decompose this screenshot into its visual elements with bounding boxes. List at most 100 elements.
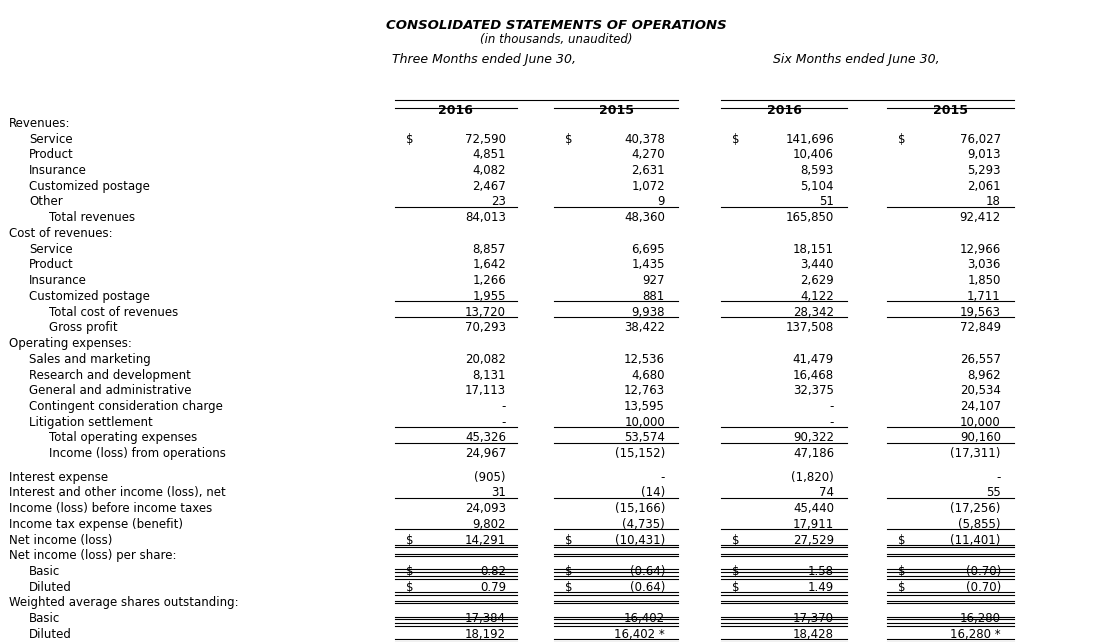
Text: $: $ <box>732 580 739 594</box>
Text: 0.79: 0.79 <box>480 580 506 594</box>
Text: 13,595: 13,595 <box>624 400 665 413</box>
Text: 9: 9 <box>657 195 665 209</box>
Text: Total operating expenses: Total operating expenses <box>49 431 197 444</box>
Text: 881: 881 <box>643 290 665 303</box>
Text: 12,763: 12,763 <box>624 384 665 397</box>
Text: Six Months ended June 30,: Six Months ended June 30, <box>773 53 940 65</box>
Text: 2016: 2016 <box>438 104 474 117</box>
Text: (0.64): (0.64) <box>629 580 665 594</box>
Text: 26,557: 26,557 <box>960 352 1001 366</box>
Text: Basic: Basic <box>29 565 60 578</box>
Text: 141,696: 141,696 <box>785 133 834 146</box>
Text: 28,342: 28,342 <box>793 306 834 318</box>
Text: (905): (905) <box>475 471 506 483</box>
Text: $: $ <box>732 565 739 578</box>
Text: Income tax expense (benefit): Income tax expense (benefit) <box>9 517 182 531</box>
Text: $: $ <box>732 534 739 546</box>
Text: 40,378: 40,378 <box>624 133 665 146</box>
Text: Revenues:: Revenues: <box>9 117 70 130</box>
Text: 8,593: 8,593 <box>801 164 834 177</box>
Text: 17,911: 17,911 <box>793 517 834 531</box>
Text: Customized postage: Customized postage <box>29 290 150 303</box>
Text: 17,370: 17,370 <box>793 612 834 625</box>
Text: (17,311): (17,311) <box>951 447 1001 460</box>
Text: 72,590: 72,590 <box>465 133 506 146</box>
Text: 32,375: 32,375 <box>793 384 834 397</box>
Text: $: $ <box>565 580 573 594</box>
Text: 53,574: 53,574 <box>624 431 665 444</box>
Text: 6,695: 6,695 <box>632 243 665 256</box>
Text: 45,440: 45,440 <box>793 502 834 515</box>
Text: 2,629: 2,629 <box>801 274 834 287</box>
Text: 18,151: 18,151 <box>793 243 834 256</box>
Text: 13,720: 13,720 <box>465 306 506 318</box>
Text: Basic: Basic <box>29 612 60 625</box>
Text: 9,802: 9,802 <box>473 517 506 531</box>
Text: Litigation settlement: Litigation settlement <box>29 415 152 429</box>
Text: 8,857: 8,857 <box>473 243 506 256</box>
Text: 41,479: 41,479 <box>793 352 834 366</box>
Text: 1,266: 1,266 <box>473 274 506 287</box>
Text: $: $ <box>565 534 573 546</box>
Text: 17,384: 17,384 <box>465 612 506 625</box>
Text: 3,440: 3,440 <box>801 258 834 272</box>
Text: (0.64): (0.64) <box>629 565 665 578</box>
Text: Insurance: Insurance <box>29 164 87 177</box>
Text: 0.82: 0.82 <box>480 565 506 578</box>
Text: 72,849: 72,849 <box>960 321 1001 334</box>
Text: $: $ <box>406 580 414 594</box>
Text: -: - <box>996 471 1001 483</box>
Text: $: $ <box>406 534 414 546</box>
Text: General and administrative: General and administrative <box>29 384 191 397</box>
Text: 137,508: 137,508 <box>786 321 834 334</box>
Text: $: $ <box>565 565 573 578</box>
Text: (0.70): (0.70) <box>965 565 1001 578</box>
Text: 90,160: 90,160 <box>960 431 1001 444</box>
Text: Total cost of revenues: Total cost of revenues <box>49 306 178 318</box>
Text: Contingent consideration charge: Contingent consideration charge <box>29 400 222 413</box>
Text: 90,322: 90,322 <box>793 431 834 444</box>
Text: Insurance: Insurance <box>29 274 87 287</box>
Text: (17,256): (17,256) <box>951 502 1001 515</box>
Text: 16,402 *: 16,402 * <box>614 628 665 641</box>
Text: 48,360: 48,360 <box>624 211 665 224</box>
Text: 3,036: 3,036 <box>967 258 1001 272</box>
Text: 8,962: 8,962 <box>967 369 1001 381</box>
Text: Diluted: Diluted <box>29 628 72 641</box>
Text: $: $ <box>898 565 906 578</box>
Text: 1.58: 1.58 <box>808 565 834 578</box>
Text: 1,955: 1,955 <box>473 290 506 303</box>
Text: Income (loss) from operations: Income (loss) from operations <box>49 447 226 460</box>
Text: 12,536: 12,536 <box>624 352 665 366</box>
Text: $: $ <box>898 580 906 594</box>
Text: (15,166): (15,166) <box>615 502 665 515</box>
Text: 84,013: 84,013 <box>465 211 506 224</box>
Text: Product: Product <box>29 258 73 272</box>
Text: (0.70): (0.70) <box>965 580 1001 594</box>
Text: 5,104: 5,104 <box>801 180 834 193</box>
Text: Diluted: Diluted <box>29 580 72 594</box>
Text: 20,082: 20,082 <box>465 352 506 366</box>
Text: Operating expenses:: Operating expenses: <box>9 337 131 350</box>
Text: -: - <box>830 415 834 429</box>
Text: 17,113: 17,113 <box>465 384 506 397</box>
Text: 927: 927 <box>643 274 665 287</box>
Text: Service: Service <box>29 243 72 256</box>
Text: (1,820): (1,820) <box>792 471 834 483</box>
Text: 18,428: 18,428 <box>793 628 834 641</box>
Text: Research and development: Research and development <box>29 369 191 381</box>
Text: 9,938: 9,938 <box>632 306 665 318</box>
Text: 2,631: 2,631 <box>632 164 665 177</box>
Text: $: $ <box>898 534 906 546</box>
Text: (15,152): (15,152) <box>615 447 665 460</box>
Text: 2,467: 2,467 <box>473 180 506 193</box>
Text: 19,563: 19,563 <box>960 306 1001 318</box>
Text: $: $ <box>898 133 906 146</box>
Text: Total revenues: Total revenues <box>49 211 135 224</box>
Text: 165,850: 165,850 <box>786 211 834 224</box>
Text: Customized postage: Customized postage <box>29 180 150 193</box>
Text: (4,735): (4,735) <box>623 517 665 531</box>
Text: Weighted average shares outstanding:: Weighted average shares outstanding: <box>9 596 238 609</box>
Text: Interest and other income (loss), net: Interest and other income (loss), net <box>9 486 226 499</box>
Text: Service: Service <box>29 133 72 146</box>
